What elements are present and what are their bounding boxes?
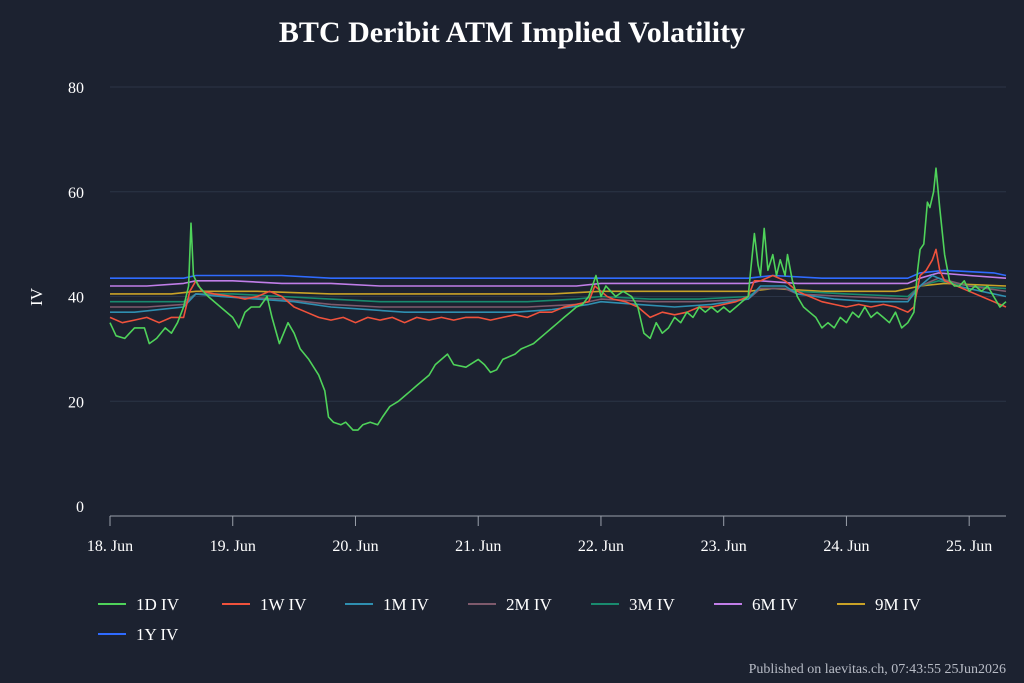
x-axis-ticks: 18. Jun 19. Jun 20. Jun 21. Jun 22. Jun 23. J… — [87, 515, 1006, 555]
legend: 1D IV 1W IV 1M IV 2M IV 3M IV 6M IV 9M IV 1Y IV — [98, 595, 922, 644]
legend-label: 1D IV — [136, 595, 180, 614]
legend-item-6m-iv[interactable]: 6M IV — [714, 595, 799, 614]
y-axis-ticks: 0 20 40 60 80 — [68, 80, 84, 516]
series-line-2m-iv — [110, 277, 1007, 308]
y-tick-label: 80 — [68, 80, 84, 97]
legend-item-3m-iv[interactable]: 3M IV — [591, 595, 676, 614]
y-tick-label: 40 — [68, 290, 84, 307]
x-tick-label: 20. Jun — [332, 538, 378, 555]
x-tick-label: 22. Jun — [578, 538, 624, 555]
published-footer: Published on laevitas.ch, 07:43:55 25Jun… — [749, 662, 1006, 677]
series-line-1y-iv — [110, 269, 1007, 279]
y-tick-label: 60 — [68, 185, 84, 202]
legend-label: 1M IV — [383, 595, 430, 614]
legend-item-1m-iv[interactable]: 1M IV — [345, 595, 430, 614]
series-line-1d-iv — [109, 167, 1007, 431]
legend-item-1d-iv[interactable]: 1D IV — [98, 595, 180, 614]
series-line-9m-iv — [110, 282, 1007, 295]
legend-label: 9M IV — [875, 595, 922, 614]
legend-item-1w-iv[interactable]: 1W IV — [222, 595, 307, 614]
chart-title: BTC Deribit ATM Implied Volatility — [279, 16, 745, 49]
series-line-1m-iv — [110, 274, 1007, 313]
y-axis-label: IV — [27, 287, 46, 306]
x-tick-label: 21. Jun — [455, 538, 501, 555]
legend-label: 6M IV — [752, 595, 799, 614]
y-tick-label: 20 — [68, 394, 84, 411]
series-line-6m-iv — [110, 272, 1007, 287]
legend-label: 2M IV — [506, 595, 553, 614]
grid-lines — [110, 86, 1006, 402]
series-lines — [109, 167, 1007, 431]
legend-label: 1W IV — [260, 595, 307, 614]
x-tick-label: 25. Jun — [946, 538, 992, 555]
series-line-1w-iv — [109, 248, 1007, 324]
legend-item-1y-iv[interactable]: 1Y IV — [98, 625, 179, 644]
legend-item-9m-iv[interactable]: 9M IV — [837, 595, 922, 614]
legend-label: 1Y IV — [136, 625, 179, 644]
x-tick-label: 19. Jun — [210, 538, 256, 555]
x-tick-label: 23. Jun — [701, 538, 747, 555]
legend-label: 3M IV — [629, 595, 676, 614]
x-tick-label: 24. Jun — [823, 538, 869, 555]
x-tick-label: 18. Jun — [87, 538, 133, 555]
y-tick-label: 0 — [76, 499, 84, 516]
legend-item-2m-iv[interactable]: 2M IV — [468, 595, 553, 614]
